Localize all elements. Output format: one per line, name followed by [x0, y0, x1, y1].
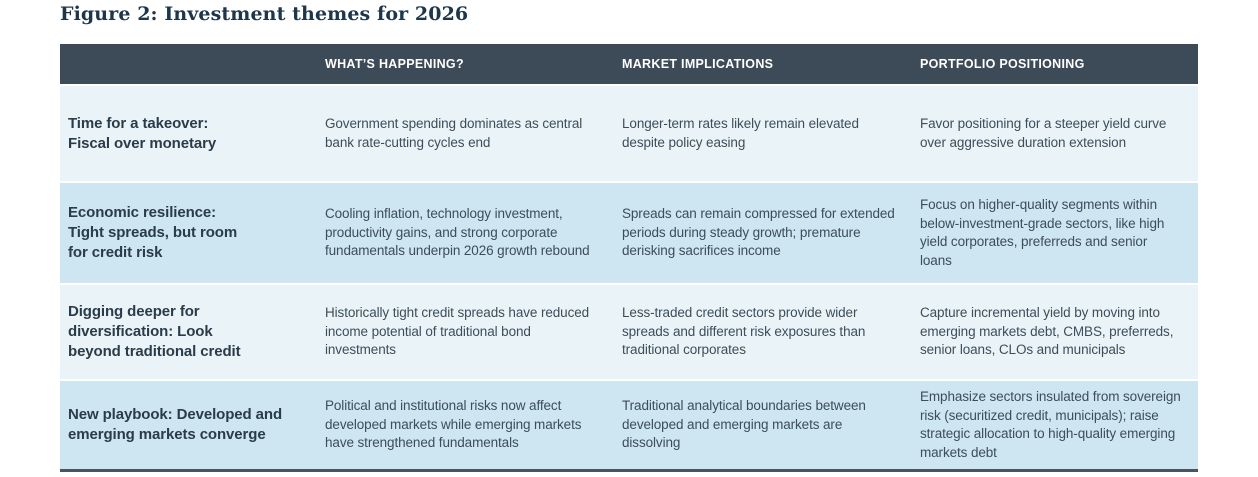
row-market-implications-cell: Less-traded credit sectors provide wider…	[622, 305, 866, 358]
row-portfolio-positioning-cell: Favor positioning for a steeper yield cu…	[920, 116, 1167, 150]
row-theme-label: Economic resilience: Tight spreads, but …	[68, 204, 238, 261]
table-row-economic-resilience: Economic resilience: Tight spreads, but …	[60, 181, 1198, 283]
row-whats-happening-cell: Historically tight credit spreads have r…	[325, 305, 590, 358]
table-row-new-playbook: New playbook: Developed and emerging mar…	[60, 379, 1198, 469]
header-market-implications: MARKET IMPLICATIONS	[622, 57, 774, 71]
table-header-row: WHAT’S HAPPENING? MARKET IMPLICATIONS PO…	[60, 44, 1198, 84]
row-theme-label: New playbook: Developed and emerging mar…	[68, 406, 283, 443]
investment-themes-table: WHAT’S HAPPENING? MARKET IMPLICATIONS PO…	[60, 44, 1198, 472]
row-theme-label: Digging deeper for diversification: Look…	[68, 303, 241, 360]
row-market-implications-cell: Traditional analytical boundaries betwee…	[622, 398, 866, 451]
row-market-implications-cell: Longer-term rates likely remain elevated…	[622, 116, 859, 150]
header-theme-column	[60, 44, 317, 84]
row-whats-happening-cell: Cooling inflation, technology investment…	[325, 206, 590, 259]
row-portfolio-positioning-cell: Capture incremental yield by moving into…	[920, 305, 1174, 358]
row-theme-label: Time for a takeover: Fiscal over monetar…	[68, 114, 217, 152]
table-row-fiscal-over-monetary: Time for a takeover: Fiscal over monetar…	[60, 84, 1198, 181]
table-row-digging-deeper: Digging deeper for diversification: Look…	[60, 283, 1198, 379]
figure-title: Figure 2: Investment themes for 2026	[60, 3, 469, 25]
header-whats-happening: WHAT’S HAPPENING?	[325, 57, 464, 71]
row-whats-happening-cell: Government spending dominates as central…	[325, 116, 583, 150]
row-whats-happening-cell: Political and institutional risks now af…	[325, 398, 582, 451]
row-market-implications-cell: Spreads can remain compressed for extend…	[622, 206, 895, 259]
header-portfolio-positioning: PORTFOLIO POSITIONING	[920, 57, 1085, 71]
row-portfolio-positioning-cell: Focus on higher-quality segments within …	[920, 197, 1165, 268]
row-portfolio-positioning-cell: Emphasize sectors insulated from soverei…	[920, 389, 1181, 460]
